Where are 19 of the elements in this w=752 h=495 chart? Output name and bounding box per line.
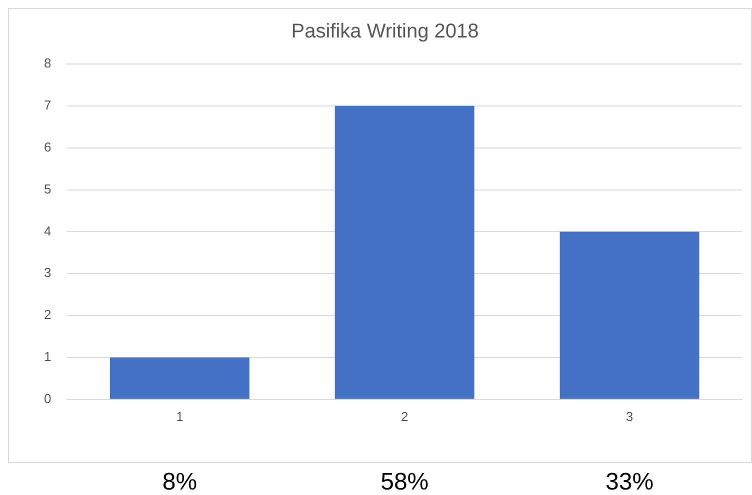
y-tick-label: 6 <box>44 139 52 154</box>
bar <box>334 106 474 399</box>
y-tick-label: 5 <box>44 181 52 196</box>
y-tick-label: 1 <box>44 349 52 364</box>
chart-title: Pasifika Writing 2018 <box>291 20 479 43</box>
text: 8% <box>162 468 198 495</box>
y-tick-label: 3 <box>44 265 52 280</box>
y-tick-label: 0 <box>44 390 52 406</box>
y-tick-label: 4 <box>44 223 52 238</box>
x-tick-label: 2 <box>401 408 408 424</box>
x-tick-label: 1 <box>176 408 184 424</box>
text: 58% <box>380 468 429 495</box>
text: 33% <box>606 468 654 495</box>
y-tick-label: 8 <box>44 56 52 71</box>
y-tick-label: 7 <box>44 98 52 113</box>
x-tick-label: 3 <box>626 408 634 424</box>
bar <box>560 232 700 399</box>
y-tick-label: 2 <box>44 307 52 322</box>
bar <box>110 357 250 399</box>
